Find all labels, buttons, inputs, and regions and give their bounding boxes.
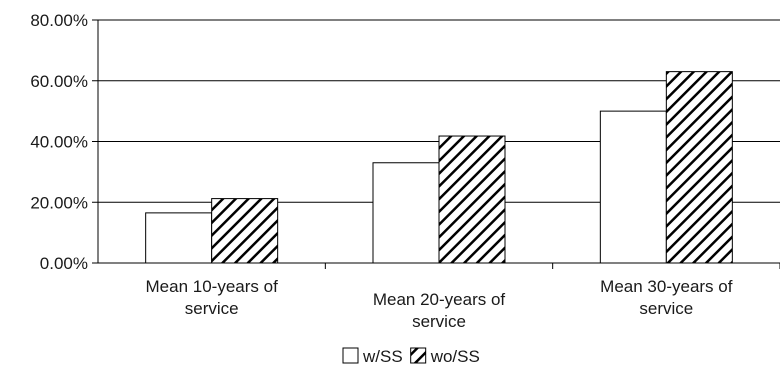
legend-label: wo/SS (430, 347, 480, 366)
legend: w/SS wo/SS (342, 347, 480, 366)
bar-w-ss (599, 110, 667, 264)
bar-w-ss (372, 162, 440, 264)
bar-w-ss (145, 212, 213, 264)
y-tick-label: 40.00% (30, 133, 88, 152)
category-label: service (185, 299, 239, 318)
category-label: Mean 10-years of (146, 277, 279, 296)
bar-wo-ss (665, 71, 733, 264)
category-label: Mean 30-years of (600, 277, 733, 296)
bar-wo-ss (211, 198, 279, 264)
category-label: service (412, 312, 466, 331)
legend-label: w/SS (362, 347, 403, 366)
category-label: service (639, 299, 693, 318)
y-tick-label: 80.00% (30, 11, 88, 30)
labels: 0.00% 20.00% 40.00% 60.00% 80.00% Mean 10-yea… (30, 11, 732, 331)
axes (92, 19, 780, 269)
legend-swatch (410, 347, 427, 364)
category-label: Mean 20-years of (373, 290, 506, 309)
y-tick-label: 20.00% (30, 193, 88, 212)
y-tick-label: 0.00% (40, 254, 88, 273)
bars (145, 71, 733, 264)
y-tick-label: 60.00% (30, 72, 88, 91)
legend-swatch (342, 347, 359, 364)
bar-wo-ss (438, 135, 506, 264)
